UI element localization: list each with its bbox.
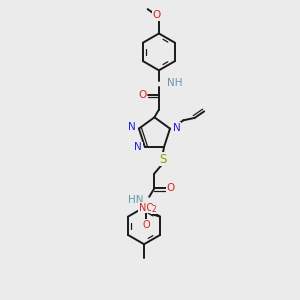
Text: O: O <box>152 10 161 20</box>
Text: NO: NO <box>139 203 154 213</box>
Text: N: N <box>134 142 142 152</box>
Text: O: O <box>138 90 146 100</box>
Text: O: O <box>142 220 150 230</box>
Text: 2: 2 <box>152 205 156 214</box>
Text: NH: NH <box>167 78 183 88</box>
Text: S: S <box>159 153 166 166</box>
Text: N: N <box>173 123 180 133</box>
Text: O: O <box>167 184 175 194</box>
Text: N: N <box>128 122 136 132</box>
Text: HN: HN <box>128 195 143 205</box>
